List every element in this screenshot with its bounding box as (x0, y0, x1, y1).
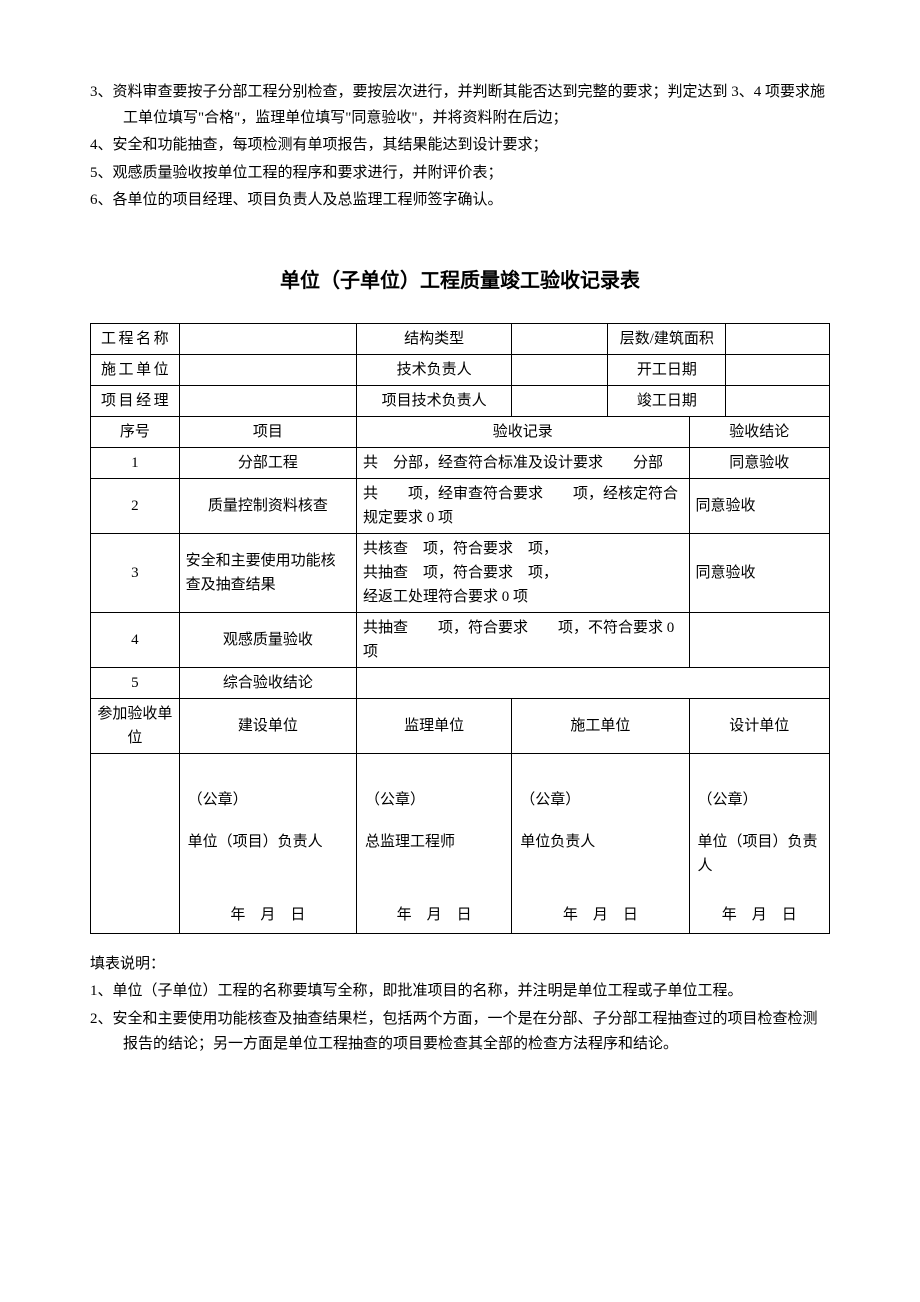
top-note: 5、观感质量验收按单位工程的程序和要求进行，并附评价表； (90, 161, 830, 187)
top-note: 3、资料审查要按子分部工程分别检查，要按层次进行，并判断其能否达到完整的要求；判… (90, 80, 830, 131)
table-row: 4 观感质量验收 共抽查 项，符合要求 项，不符合要求 0 项 (91, 612, 830, 667)
table-row: 3 安全和主要使用功能核查及抽查结果 共核查 项，符合要求 项， 共抽查 项，符… (91, 533, 830, 612)
cell-item: 分部工程 (179, 447, 356, 478)
sign-date: 年 月 日 (365, 903, 503, 927)
sign-date: 年 月 日 (698, 903, 821, 927)
footer-note: 2、安全和主要使用功能核查及抽查结果栏，包括两个方面，一个是在分部、子分部工程抽… (90, 1007, 830, 1058)
seal-text: （公章） (520, 788, 680, 812)
cell-seq: 3 (91, 533, 180, 612)
label-project-tech-lead: 项目技术负责人 (357, 385, 512, 416)
seal-text: （公章） (188, 788, 348, 812)
value-start-date (726, 354, 830, 385)
label-completion-date: 竣工日期 (608, 385, 726, 416)
label-start-date: 开工日期 (608, 354, 726, 385)
label-floors-area: 层数/建筑面积 (608, 323, 726, 354)
table-row: 施工单位 技术负责人 开工日期 (91, 354, 830, 385)
footer-note: 1、单位（子单位）工程的名称要填写全称，即批准项目的名称，并注明是单位工程或子单… (90, 979, 830, 1005)
participant-name: 设计单位 (689, 698, 829, 753)
cell-seq: 2 (91, 478, 180, 533)
table-row: 工程名称 结构类型 层数/建筑面积 (91, 323, 830, 354)
footer-heading: 填表说明： (90, 952, 830, 978)
value-structure-type (512, 323, 608, 354)
table-row: 参加验收单位 建设单位 监理单位 施工单位 设计单位 (91, 698, 830, 753)
signature-cell: （公章） 单位（项目）负责人 年 月 日 (689, 753, 829, 933)
sign-date: 年 月 日 (188, 903, 348, 927)
value-construction-unit (179, 354, 356, 385)
cell-seq: 5 (91, 667, 180, 698)
label-participants: 参加验收单位 (91, 698, 180, 753)
value-tech-lead (512, 354, 608, 385)
col-item: 项目 (179, 416, 356, 447)
participant-name: 建设单位 (179, 698, 356, 753)
cell-record (357, 667, 830, 698)
label-project-manager: 项目经理 (91, 385, 180, 416)
col-record: 验收记录 (357, 416, 690, 447)
label-project-name: 工程名称 (91, 323, 180, 354)
label-tech-lead: 技术负责人 (357, 354, 512, 385)
cell-conclusion: 同意验收 (689, 533, 829, 612)
cell-seq: 4 (91, 612, 180, 667)
value-floors-area (726, 323, 830, 354)
col-conclusion: 验收结论 (689, 416, 829, 447)
table-row: （公章） 单位（项目）负责人 年 月 日 （公章） 总监理工程师 年 月 日 （… (91, 753, 830, 933)
value-project-tech-lead (512, 385, 608, 416)
acceptance-record-table: 工程名称 结构类型 层数/建筑面积 施工单位 技术负责人 开工日期 项目经理 项… (90, 323, 830, 934)
value-completion-date (726, 385, 830, 416)
cell-item: 综合验收结论 (179, 667, 356, 698)
participant-name: 监理单位 (357, 698, 512, 753)
value-project-name (179, 323, 356, 354)
cell-record: 共 项，经审查符合要求 项，经核定符合规定要求 0 项 (357, 478, 690, 533)
cell-conclusion (689, 612, 829, 667)
label-structure-type: 结构类型 (357, 323, 512, 354)
signature-label-cell (91, 753, 180, 933)
table-row: 1 分部工程 共 分部，经查符合标准及设计要求 分部 同意验收 (91, 447, 830, 478)
cell-item: 质量控制资料核查 (179, 478, 356, 533)
top-notes-list: 3、资料审查要按子分部工程分别检查，要按层次进行，并判断其能否达到完整的要求；判… (90, 80, 830, 214)
table-row: 序号 项目 验收记录 验收结论 (91, 416, 830, 447)
signer-role: 单位（项目）负责人 (698, 830, 821, 878)
footer-notes: 填表说明： 1、单位（子单位）工程的名称要填写全称，即批准项目的名称，并注明是单… (90, 952, 830, 1058)
table-row: 5 综合验收结论 (91, 667, 830, 698)
cell-conclusion: 同意验收 (689, 478, 829, 533)
signer-role: 总监理工程师 (365, 830, 503, 854)
table-row: 项目经理 项目技术负责人 竣工日期 (91, 385, 830, 416)
signature-cell: （公章） 单位（项目）负责人 年 月 日 (179, 753, 356, 933)
table-row: 2 质量控制资料核查 共 项，经审查符合要求 项，经核定符合规定要求 0 项 同… (91, 478, 830, 533)
label-construction-unit: 施工单位 (91, 354, 180, 385)
document-title: 单位（子单位）工程质量竣工验收记录表 (90, 264, 830, 298)
signature-cell: （公章） 总监理工程师 年 月 日 (357, 753, 512, 933)
seal-text: （公章） (365, 788, 503, 812)
sign-date: 年 月 日 (520, 903, 680, 927)
cell-conclusion: 同意验收 (689, 447, 829, 478)
cell-item: 观感质量验收 (179, 612, 356, 667)
signer-role: 单位负责人 (520, 830, 680, 854)
cell-record: 共 分部，经查符合标准及设计要求 分部 (357, 447, 690, 478)
participant-name: 施工单位 (512, 698, 689, 753)
cell-record: 共抽查 项，符合要求 项，不符合要求 0 项 (357, 612, 690, 667)
seal-text: （公章） (698, 788, 821, 812)
value-project-manager (179, 385, 356, 416)
signature-cell: （公章） 单位负责人 年 月 日 (512, 753, 689, 933)
col-seq: 序号 (91, 416, 180, 447)
top-note: 4、安全和功能抽查，每项检测有单项报告，其结果能达到设计要求； (90, 133, 830, 159)
top-note: 6、各单位的项目经理、项目负责人及总监理工程师签字确认。 (90, 188, 830, 214)
cell-item: 安全和主要使用功能核查及抽查结果 (179, 533, 356, 612)
signer-role: 单位（项目）负责人 (188, 830, 348, 854)
cell-record: 共核查 项，符合要求 项， 共抽查 项，符合要求 项， 经返工处理符合要求 0 … (357, 533, 690, 612)
cell-seq: 1 (91, 447, 180, 478)
